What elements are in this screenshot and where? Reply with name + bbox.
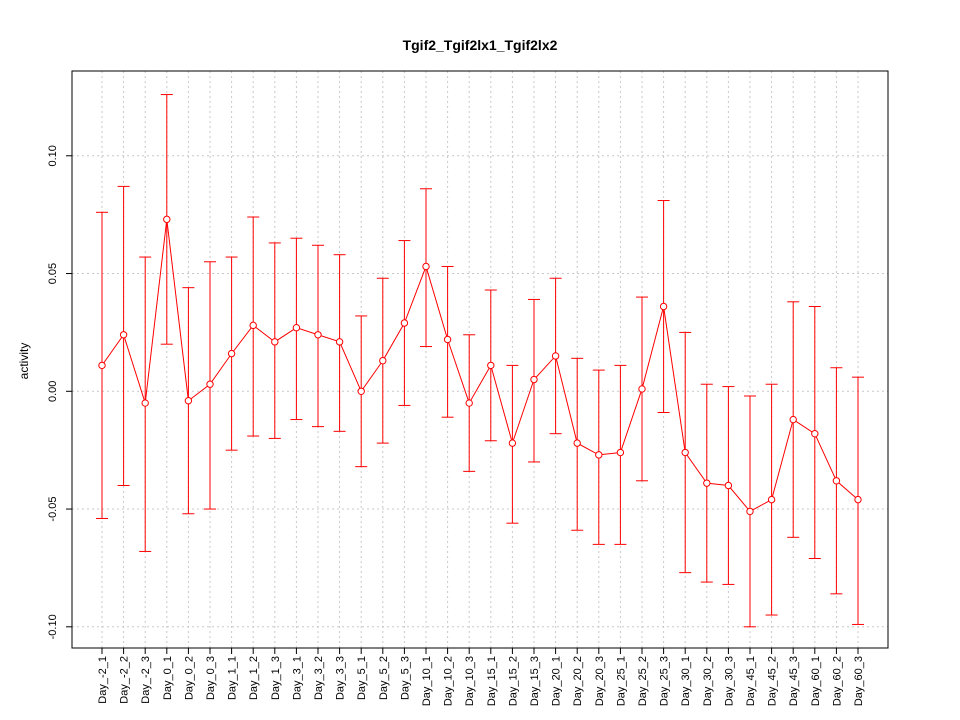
data-point: [681, 448, 689, 457]
x-tick-label: Day_20_3: [594, 656, 606, 706]
data-point: [206, 380, 214, 388]
x-tick-label: Day_15_3: [529, 656, 541, 706]
data-point: [271, 338, 279, 346]
data-point: [854, 495, 862, 504]
series-line: [101, 219, 859, 513]
x-tick-label: Day_-2_1: [97, 656, 109, 704]
y-tick-label: 0.05: [47, 263, 59, 284]
x-tick-label: Day_60_2: [831, 656, 843, 706]
x-tick-label: Day_45_1: [745, 656, 757, 706]
x-tick-label: Day_-2_2: [119, 656, 131, 704]
x-tick-label: Day_5_1: [356, 656, 368, 700]
x-tick-label: Day_15_2: [507, 656, 519, 706]
x-tick-label: Day_0_3: [205, 656, 217, 700]
y-axis-label: activity: [17, 343, 31, 380]
data-point: [422, 262, 430, 271]
data-point: [292, 324, 301, 332]
data-point: [638, 385, 646, 393]
data-point: [465, 399, 473, 407]
x-tick-label: Day_25_1: [615, 656, 627, 706]
x-tick-label: Day_10_1: [421, 656, 433, 706]
x-tick-label: Day_10_3: [464, 656, 476, 706]
data-point: [141, 399, 149, 407]
chart-title: Tgif2_Tgif2lx1_Tgif2lx2: [403, 37, 558, 53]
x-tick-label: Day_30_2: [702, 656, 714, 706]
data-point: [335, 338, 344, 346]
data-point: [573, 439, 581, 447]
x-axis: Day_-2_1 Day_-2_2 Day_-2_3 Day_0_1 Day_0_2 Da…: [97, 648, 865, 706]
x-tick-label: Day_1_3: [270, 656, 282, 700]
y-tick-label: -0.10: [47, 614, 59, 639]
data-point: [724, 481, 733, 490]
x-tick-label: Day_25_2: [637, 656, 649, 706]
x-tick-label: Day_-2_3: [140, 656, 152, 704]
data-point: [443, 335, 452, 344]
data-point: [227, 349, 236, 358]
data-point: [249, 321, 257, 330]
data-point: [184, 397, 193, 405]
data-point: [487, 361, 495, 370]
data-point: [379, 356, 387, 365]
data-points: [98, 215, 862, 516]
x-tick-label: Day_20_2: [572, 656, 584, 706]
x-tick-label: Day_3_2: [313, 656, 325, 700]
data-point: [400, 319, 409, 327]
x-tick-label: Day_0_2: [183, 656, 195, 700]
x-tick-label: Day_45_2: [767, 656, 779, 706]
data-point: [659, 302, 668, 311]
x-tick-label: Day_0_1: [162, 656, 174, 700]
plot-frame: [71, 70, 889, 649]
x-tick-label: Day_25_3: [659, 656, 671, 706]
y-tick-label: -0.05: [47, 497, 59, 522]
data-point: [163, 215, 171, 224]
data-point: [703, 479, 711, 487]
data-point: [595, 451, 603, 459]
data-point: [508, 439, 517, 447]
x-tick-label: Day_10_2: [443, 656, 455, 706]
data-point: [767, 495, 776, 504]
y-tick-label: 0.10: [47, 145, 59, 166]
x-tick-label: Day_3_1: [291, 656, 303, 700]
x-tick-label: Day_20_1: [551, 656, 563, 706]
y-axis: -0.10 -0.05 0.00 0.05 0.10: [47, 145, 72, 639]
x-tick-label: Day_3_3: [335, 656, 347, 700]
data-point: [616, 448, 625, 457]
x-tick-label: Day_45_3: [788, 656, 800, 706]
x-tick-label: Day_1_2: [248, 656, 260, 700]
data-point: [530, 375, 538, 384]
data-point: [98, 361, 106, 370]
error-bars: [96, 94, 864, 628]
data-point: [832, 477, 841, 485]
data-point: [746, 507, 754, 516]
grid: [72, 71, 888, 648]
x-tick-label: Day_60_1: [810, 656, 822, 706]
x-tick-label: Day_60_3: [853, 656, 865, 706]
x-tick-label: Day_30_1: [680, 656, 692, 706]
x-tick-label: Day_15_1: [486, 656, 498, 706]
data-point: [314, 331, 322, 339]
data-point: [789, 415, 797, 424]
x-tick-label: Day_30_3: [723, 656, 735, 706]
data-point: [119, 331, 128, 339]
data-point: [551, 352, 560, 360]
y-tick-label: 0.00: [47, 381, 59, 402]
x-tick-label: Day_5_2: [378, 656, 390, 700]
x-tick-label: Day_5_3: [399, 656, 411, 700]
data-point: [357, 387, 365, 395]
data-point: [811, 429, 819, 438]
x-tick-label: Day_1_1: [227, 656, 239, 700]
